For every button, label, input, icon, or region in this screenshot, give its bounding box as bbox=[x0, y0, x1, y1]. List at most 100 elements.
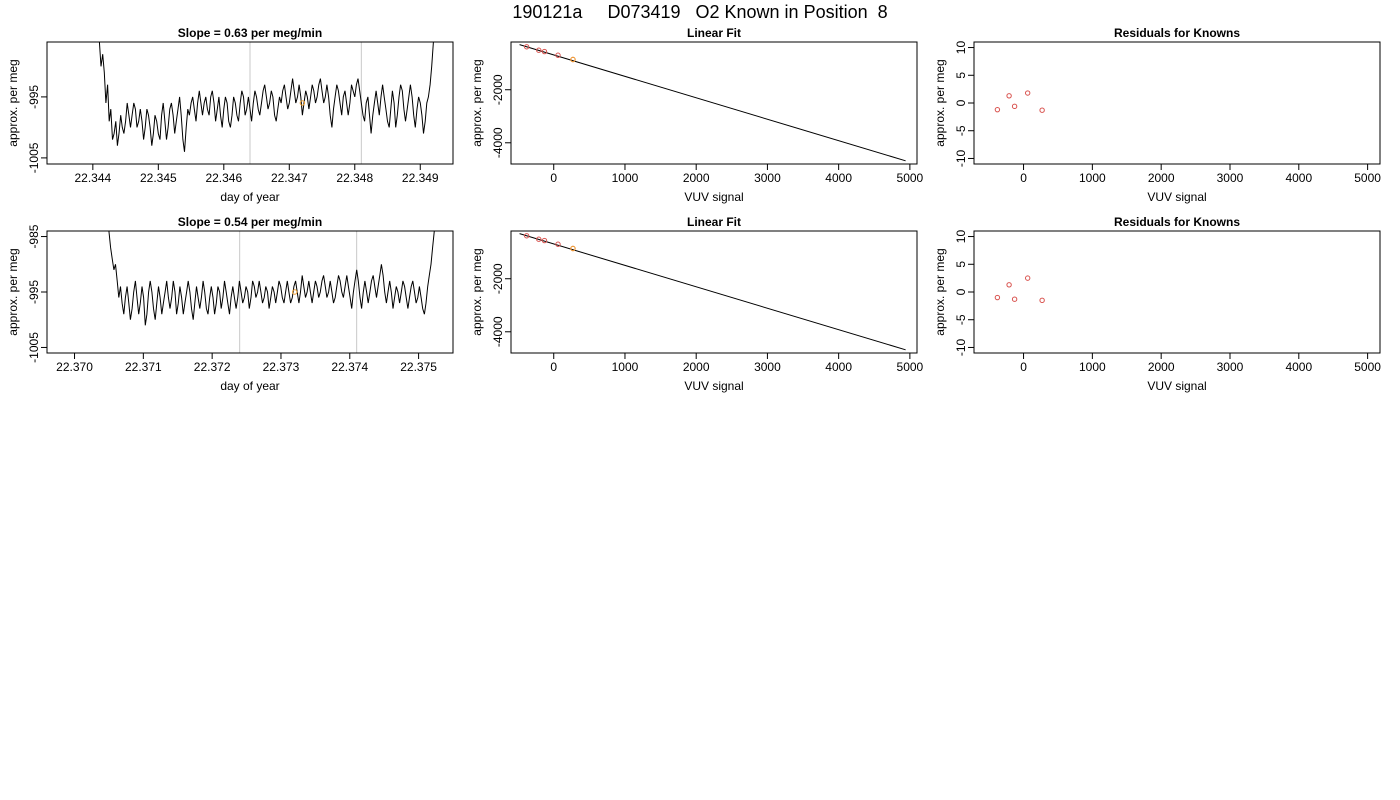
fit-2-known-point-0 bbox=[523, 233, 530, 239]
fit-1-known-point-1 bbox=[536, 47, 542, 53]
fit-2-x-tick-label-0: 0 bbox=[550, 360, 557, 374]
resid-2-residual-point-0 bbox=[994, 294, 1001, 301]
trace-1-y-tick-label-0: -1005 bbox=[27, 142, 41, 173]
resid-2-residual-point-2 bbox=[1011, 296, 1018, 302]
fit-1-y-tick-label-0: -4000 bbox=[491, 127, 505, 158]
trace-1-title: Slope = 0.63 per meg/min bbox=[178, 26, 322, 40]
fit-1-y-tick-label-1: -2000 bbox=[491, 74, 505, 105]
fit-2-x-tick-label-3: 3000 bbox=[754, 360, 781, 374]
trace-2-panel: Slope = 0.54 per meg/min 22.370 22.371 22.3… bbox=[6, 215, 454, 393]
trace-1-x-axis-label: day of year bbox=[220, 190, 279, 204]
fit-1-known-point-0 bbox=[523, 44, 530, 50]
fit-2-y-axis-label: approx. per meg bbox=[470, 248, 484, 335]
resid-1-data bbox=[994, 90, 1045, 113]
resid-2-data bbox=[994, 275, 1045, 304]
resid-1-y-axis-label: approx. per meg bbox=[933, 59, 947, 146]
resid-1-x-tick-label-2: 2000 bbox=[1148, 171, 1175, 185]
fit-2-x-tick-label-1: 1000 bbox=[612, 360, 639, 374]
resid-1-residual-point-3 bbox=[1024, 90, 1031, 96]
trace-1-x-tick-label-2: 22.346 bbox=[205, 171, 242, 185]
trace-2-y-axis-label: approx. per meg bbox=[6, 248, 20, 335]
resid-1-residual-point-0 bbox=[994, 106, 1001, 113]
fit-1-x-axis-label: VUV signal bbox=[684, 190, 743, 204]
fit-1-known-point-3 bbox=[555, 52, 561, 58]
trace-1-frame bbox=[46, 41, 454, 165]
fit-2-panel: Linear Fit 0 1000 2000 3000 4000 5000 -4000 -200… bbox=[470, 215, 924, 393]
trace-1-x-tick-label-5: 22.349 bbox=[402, 171, 439, 185]
trace-2-x-axis-label: day of year bbox=[220, 379, 279, 393]
trace-1-panel: Slope = 0.63 per meg/min 22.344 22.345 22.3… bbox=[6, 26, 454, 204]
resid-1-x-tick-label-3: 3000 bbox=[1217, 171, 1244, 185]
trace-2-x-tick-label-2: 22.372 bbox=[194, 360, 231, 374]
resid-1-residual-point-4 bbox=[1039, 107, 1045, 113]
trace-2-x-tick-label-1: 22.371 bbox=[125, 360, 162, 374]
fit-2-x-tick-label-4: 4000 bbox=[825, 360, 852, 374]
resid-2-x-tick-label-0: 0 bbox=[1020, 360, 1027, 374]
trace-1-x-tick-label-1: 22.345 bbox=[140, 171, 177, 185]
fit-2-data bbox=[519, 233, 906, 351]
trace-1-trace-line bbox=[98, 42, 434, 152]
fit-2-sample-point-0 bbox=[570, 245, 576, 252]
trace-2-trace-line bbox=[108, 231, 435, 326]
resid-1-y-tick-label-3: 5 bbox=[954, 72, 968, 79]
fit-2-title: Linear Fit bbox=[687, 215, 741, 229]
resid-1-frame bbox=[973, 41, 1381, 165]
fit-2-x-tick-label-2: 2000 bbox=[683, 360, 710, 374]
resid-2-x-tick-label-5: 5000 bbox=[1354, 360, 1381, 374]
resid-1-y-tick-label-4: 10 bbox=[954, 41, 968, 55]
resid-1-residual-point-1 bbox=[1006, 93, 1012, 99]
fit-1-sample-point-0 bbox=[570, 56, 576, 63]
resid-1-x-tick-label-4: 4000 bbox=[1285, 171, 1312, 185]
fit-1-x-tick-label-0: 0 bbox=[550, 171, 557, 185]
trace-2-frame bbox=[46, 230, 454, 354]
page-title: 190121a D073419 O2 Known in Position 8 bbox=[512, 2, 888, 22]
trace-1-sample-point-0 bbox=[299, 100, 306, 106]
trace-2-x-tick-label-4: 22.374 bbox=[331, 360, 368, 374]
trace-2-data bbox=[108, 231, 435, 326]
trace-1-x-tick-label-0: 22.344 bbox=[74, 171, 111, 185]
trace-1-data bbox=[98, 42, 434, 152]
trace-1-x-tick-label-4: 22.348 bbox=[336, 171, 373, 185]
trace-1-y-tick-label-1: -995 bbox=[27, 85, 41, 109]
fit-2-fit-line bbox=[519, 233, 906, 351]
trace-2-y-tick-label-2: -985 bbox=[27, 224, 41, 248]
trace-1-y-axis-label: approx. per meg bbox=[6, 59, 20, 146]
fit-2-frame bbox=[510, 230, 918, 354]
resid-1-x-tick-label-1: 1000 bbox=[1079, 171, 1106, 185]
resid-2-residual-point-3 bbox=[1024, 275, 1031, 281]
fit-2-y-tick-label-0: -4000 bbox=[491, 316, 505, 347]
trace-2-x-tick-label-3: 22.373 bbox=[263, 360, 300, 374]
resid-2-x-tick-label-4: 4000 bbox=[1285, 360, 1312, 374]
trace-2-y-tick-label-0: -1005 bbox=[27, 332, 41, 363]
resid-1-x-axis-label: VUV signal bbox=[1147, 190, 1206, 204]
fit-2-known-point-3 bbox=[555, 241, 561, 247]
fit-1-x-tick-label-4: 4000 bbox=[825, 171, 852, 185]
fit-2-x-tick-label-5: 5000 bbox=[897, 360, 924, 374]
resid-2-x-tick-label-3: 3000 bbox=[1217, 360, 1244, 374]
fit-2-known-point-2 bbox=[541, 237, 548, 244]
resid-2-x-axis-label: VUV signal bbox=[1147, 379, 1206, 393]
fit-1-x-tick-label-2: 2000 bbox=[683, 171, 710, 185]
fit-2-y-tick-label-1: -2000 bbox=[491, 263, 505, 294]
resid-2-y-tick-label-4: 10 bbox=[954, 230, 968, 244]
resid-1-y-tick-label-0: -10 bbox=[954, 149, 968, 167]
trace-2-x-tick-label-0: 22.370 bbox=[56, 360, 93, 374]
resid-2-frame bbox=[973, 230, 1381, 354]
resid-1-y-tick-label-2: 0 bbox=[954, 99, 968, 106]
trace-2-title: Slope = 0.54 per meg/min bbox=[178, 215, 322, 229]
resid-2-panel: Residuals for Knowns 0 1000 2000 3000 4000 500… bbox=[933, 215, 1381, 393]
fit-1-known-point-2 bbox=[541, 48, 548, 55]
fit-2-known-point-1 bbox=[536, 236, 542, 242]
resid-1-panel: Residuals for Knowns 0 1000 2000 3000 4000 500… bbox=[933, 26, 1381, 204]
resid-1-residual-point-2 bbox=[1011, 103, 1018, 110]
resid-2-residual-point-1 bbox=[1006, 282, 1012, 288]
fit-1-fit-line bbox=[519, 44, 906, 162]
trace-1-x-tick-label-3: 22.347 bbox=[271, 171, 308, 185]
trace-2-y-tick-label-1: -995 bbox=[27, 280, 41, 304]
fit-1-x-tick-label-5: 5000 bbox=[897, 171, 924, 185]
resid-2-y-tick-label-3: 5 bbox=[954, 261, 968, 268]
fit-1-frame bbox=[510, 41, 918, 165]
fit-1-title: Linear Fit bbox=[687, 26, 741, 40]
fit-1-x-tick-label-3: 3000 bbox=[754, 171, 781, 185]
